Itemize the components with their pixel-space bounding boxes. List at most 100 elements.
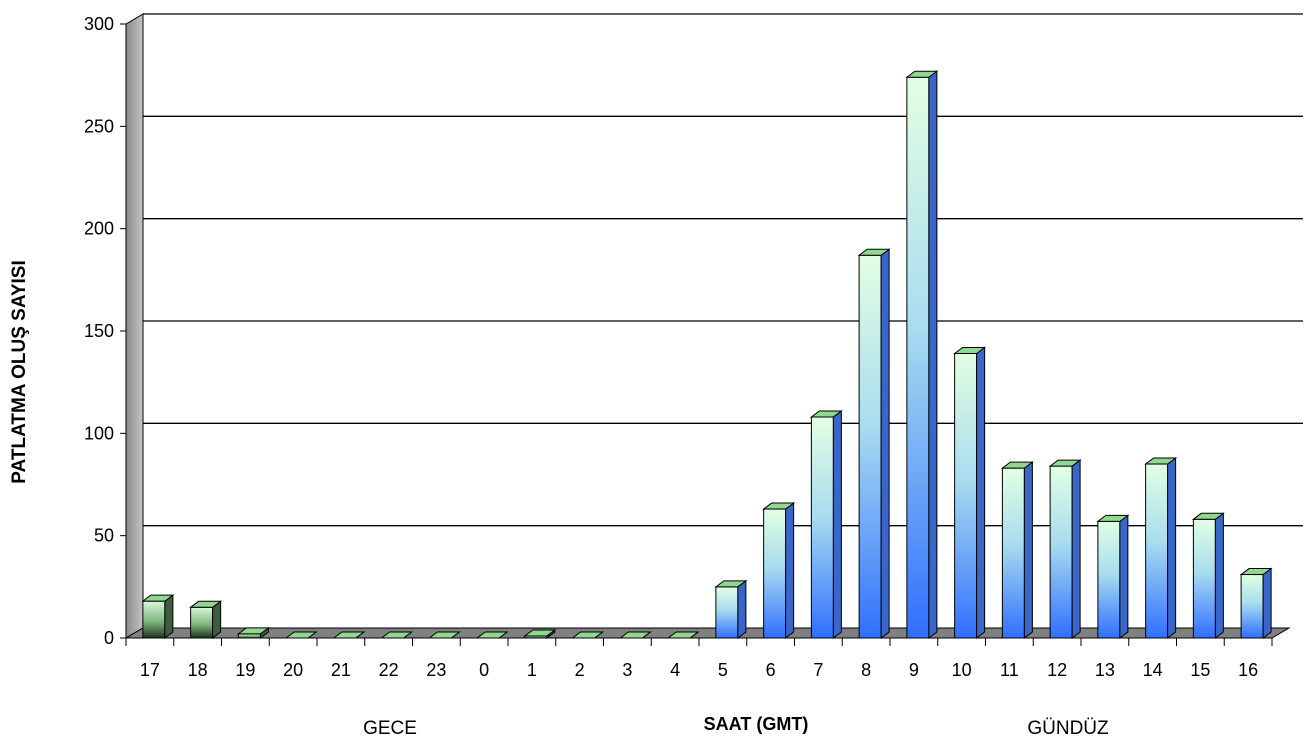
bar-side: [1023, 461, 1033, 639]
bar-side: [880, 248, 890, 639]
bar-side: [1214, 512, 1224, 639]
y-axis-label: PATLATMA OLUŞ SAYISI: [9, 260, 30, 483]
bar-top: [857, 248, 891, 256]
bar-top: [714, 580, 748, 588]
y-tick-label: 100: [84, 423, 114, 443]
bar-front: [1001, 467, 1025, 639]
x-tick-label: 5: [718, 660, 728, 680]
x-tick-label: 3: [622, 660, 632, 680]
bar-top: [523, 629, 557, 637]
x-tick-label: 15: [1190, 660, 1210, 680]
y-tick-label: 50: [94, 526, 114, 546]
bar-side: [1119, 514, 1129, 639]
bar-front: [1240, 574, 1264, 639]
bar-top: [236, 627, 270, 635]
y-tick-label: 200: [84, 219, 114, 239]
bar: [857, 248, 891, 639]
gridlines: [143, 13, 1303, 527]
x-tick-label: 9: [909, 660, 919, 680]
x-tick-label: 23: [426, 660, 446, 680]
bar-front: [906, 76, 930, 639]
bar-front: [954, 353, 978, 639]
x-tick-label: 17: [140, 660, 160, 680]
bar-top: [953, 347, 987, 355]
region-label-night: GECE: [363, 718, 417, 739]
bar-top: [809, 410, 843, 418]
bar-front: [810, 416, 834, 639]
bar: [953, 346, 987, 639]
bar: [1000, 461, 1034, 639]
x-tick-label: 8: [861, 660, 871, 680]
bar-front: [1192, 518, 1216, 639]
x-tick-label: 14: [1143, 660, 1163, 680]
bar-top: [1191, 512, 1225, 520]
bar-top: [189, 600, 223, 608]
bar-front: [142, 600, 166, 639]
region-label-day: GÜNDÜZ: [1027, 718, 1109, 739]
y-axis-ticks: 0 50 100 150 200 250 300: [84, 14, 127, 648]
x-tick-label: 22: [379, 660, 399, 680]
bar-side: [976, 346, 986, 639]
bar-top: [141, 594, 175, 602]
bar-front: [1097, 520, 1121, 639]
x-tick-label: 21: [331, 660, 351, 680]
bar-top: [1096, 514, 1130, 522]
bar: [762, 502, 796, 639]
bar: [714, 579, 748, 639]
x-axis-ticks: 17 18 19 20 21 22 23 0 1 2 3 4 5 6 7 8 9 10 11 12 13 14 15 16: [125, 637, 1273, 680]
bar-top: [762, 502, 796, 510]
x-axis-label: SAAT (GMT): [704, 714, 809, 734]
bar: [1191, 512, 1225, 639]
bar-top: [1239, 568, 1273, 576]
bar-side: [1262, 567, 1272, 639]
bar: [905, 70, 939, 639]
bar: [523, 628, 557, 639]
x-tick-label: 19: [235, 660, 255, 680]
bar: [189, 600, 223, 639]
x-tick-label: 1: [527, 660, 537, 680]
y-tick-label: 250: [84, 116, 114, 136]
bar-side: [832, 409, 842, 639]
bar-side: [737, 579, 747, 639]
bars: [141, 70, 1273, 639]
x-tick-label: 7: [813, 660, 823, 680]
y-tick-label: 0: [104, 628, 114, 648]
y-tick-label: 300: [84, 14, 114, 34]
bar-top: [905, 70, 939, 78]
y-tick-label: 150: [84, 321, 114, 341]
bar-front: [190, 606, 214, 639]
bar-top: [1144, 457, 1178, 465]
x-tick-label: 12: [1047, 660, 1067, 680]
bar-top: [1000, 461, 1034, 469]
x-tick-label: 13: [1095, 660, 1115, 680]
bar-front: [237, 633, 261, 639]
x-tick-label: 2: [575, 660, 585, 680]
bar-side: [1071, 459, 1081, 639]
x-tick-label: 4: [670, 660, 680, 680]
x-tick-label: 10: [952, 660, 972, 680]
bar: [1239, 567, 1273, 639]
bar-front: [858, 254, 882, 639]
bar: [141, 594, 175, 639]
x-tick-label: 16: [1238, 660, 1258, 680]
bar-front: [715, 586, 739, 639]
bar-side: [1167, 457, 1177, 639]
x-tick-label: 6: [766, 660, 776, 680]
bar-side: [164, 594, 174, 639]
bar-top: [1048, 459, 1082, 467]
bar: [1096, 514, 1130, 639]
bar: [809, 409, 843, 639]
bar-front: [1049, 465, 1073, 639]
bar-front: [1145, 463, 1169, 639]
x-tick-label: 18: [188, 660, 208, 680]
left-wall: [125, 13, 144, 639]
bar-front: [763, 508, 787, 639]
bar-side: [928, 70, 938, 639]
x-tick-label: 20: [283, 660, 303, 680]
bar-side: [785, 502, 795, 639]
bar: [1048, 459, 1082, 639]
x-tick-label: 0: [479, 660, 489, 680]
bar: [1144, 457, 1178, 639]
x-tick-label: 11: [1000, 660, 1019, 680]
